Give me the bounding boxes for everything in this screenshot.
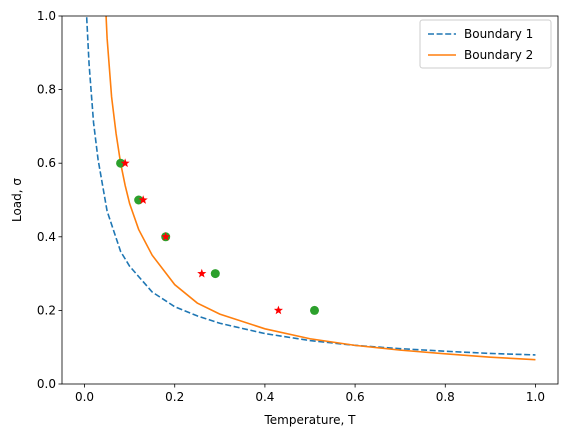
y-axis-label: Load, σ bbox=[10, 178, 24, 222]
legend-box bbox=[419, 19, 552, 69]
x-tick-label: 1.0 bbox=[526, 390, 545, 404]
x-tick-label: 0.2 bbox=[165, 390, 184, 404]
y-tick-label: 0.8 bbox=[37, 83, 56, 97]
red-star-point bbox=[273, 305, 283, 315]
x-axis-label: Temperature, T bbox=[264, 413, 357, 427]
red-star-point bbox=[120, 158, 130, 168]
x-tick-label: 0.4 bbox=[255, 390, 274, 404]
legend-label: Boundary 2 bbox=[464, 48, 533, 62]
red-star-point bbox=[197, 268, 207, 278]
series-line-1 bbox=[85, 16, 536, 356]
y-tick-label: 1.0 bbox=[37, 9, 56, 23]
y-tick-label: 0.0 bbox=[37, 377, 56, 391]
red-star-point bbox=[138, 195, 148, 204]
y-tick-label: 0.6 bbox=[37, 156, 56, 170]
plot-frame bbox=[61, 15, 559, 385]
series-line-2 bbox=[105, 16, 536, 361]
green-data-point bbox=[210, 269, 220, 279]
x-tick-label: 0.8 bbox=[436, 390, 455, 404]
x-tick-label: 0.0 bbox=[75, 390, 94, 404]
plot-content bbox=[85, 16, 536, 361]
axes-layer: 0.0 0.2 0.4 0.6 0.8 1.0 0.0 0.2 0.4 0.6 0.8 1.0 bbox=[37, 9, 545, 404]
series-layer bbox=[85, 16, 536, 361]
x-tick-label: 0.6 bbox=[346, 390, 365, 404]
y-tick-label: 0.2 bbox=[37, 303, 56, 317]
legend-label: Boundary 1 bbox=[464, 27, 533, 41]
legend: Boundary 1 Boundary 2 bbox=[419, 19, 552, 69]
green-data-point bbox=[310, 305, 320, 315]
red-star-point bbox=[161, 232, 171, 241]
y-tick-label: 0.4 bbox=[37, 230, 56, 244]
